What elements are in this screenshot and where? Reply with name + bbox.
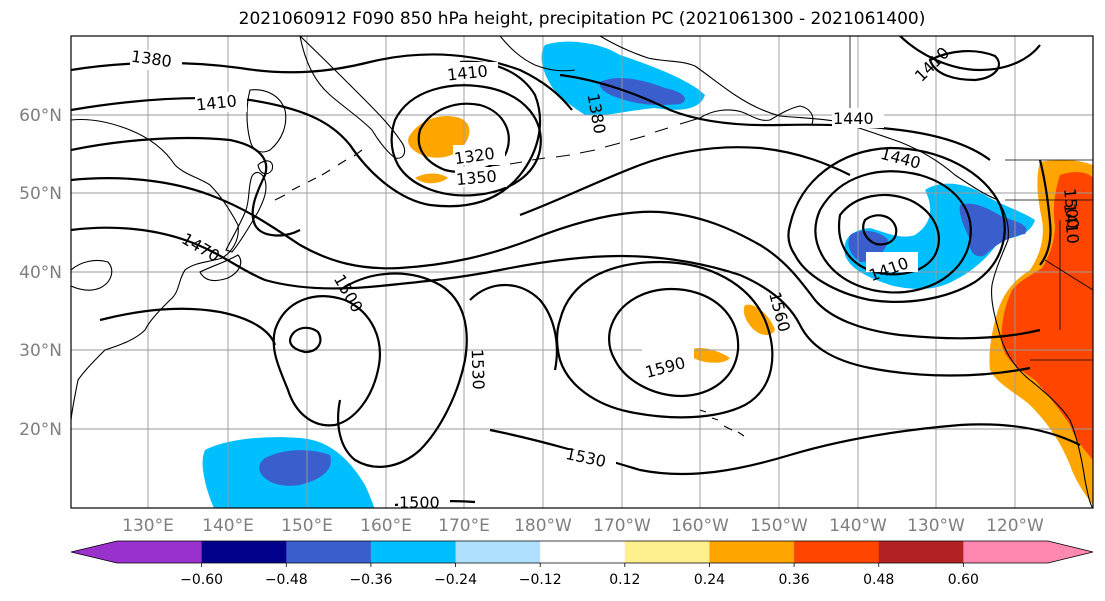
contour-label: 1350 bbox=[455, 167, 497, 189]
lon-label: 120°W bbox=[986, 516, 1044, 536]
lon-label: 130°W bbox=[907, 516, 965, 536]
precip-midblue-bering bbox=[599, 78, 685, 105]
colorbar bbox=[70, 540, 1094, 567]
colorbar-segment bbox=[963, 541, 1049, 563]
precip-midblue-gulf bbox=[959, 203, 1027, 257]
lon-label: 130°E bbox=[122, 516, 174, 536]
lon-label: 150°W bbox=[750, 516, 808, 536]
precip-red-westcoast bbox=[1001, 172, 1093, 460]
lon-label: 150°E bbox=[281, 516, 333, 536]
colorbar-segment bbox=[709, 541, 795, 563]
colorbar-tick-labels: −0.60 −0.48 −0.36 −0.24 −0.12 0.12 0.24 … bbox=[180, 572, 979, 588]
colorbar-segment bbox=[540, 541, 626, 563]
longitude-labels: 130°E 140°E 150°E 160°E 170°E 180°W 170°… bbox=[122, 516, 1044, 536]
colorbar-over-extension bbox=[1048, 541, 1093, 563]
contour-label: 1440 bbox=[833, 109, 874, 128]
colorbar-segment bbox=[117, 541, 203, 563]
colorbar-tick-label: 0.48 bbox=[863, 572, 894, 588]
colorbar-outline bbox=[70, 540, 1094, 564]
lon-label: 170°E bbox=[438, 516, 490, 536]
colorbar-tick-label: −0.24 bbox=[434, 572, 477, 588]
colorbar-tick-label: 0.36 bbox=[779, 572, 810, 588]
lon-label: 140°E bbox=[202, 516, 254, 536]
colorbar-segment bbox=[878, 541, 964, 563]
contour-label: 1410 bbox=[195, 91, 237, 114]
lat-label: 50°N bbox=[19, 184, 62, 204]
lat-label: 40°N bbox=[19, 263, 62, 283]
colorbar-segment bbox=[624, 541, 710, 563]
lon-label: 140°W bbox=[829, 516, 887, 536]
contour-label: 1410 bbox=[446, 61, 488, 84]
lon-label: 160°W bbox=[671, 516, 729, 536]
colorbar-tick-label: 0.24 bbox=[694, 572, 725, 588]
colorbar-tick-label: −0.12 bbox=[519, 572, 562, 588]
precip-midblue-tropics bbox=[259, 450, 331, 486]
lat-label: 20°N bbox=[19, 420, 62, 440]
lat-label: 30°N bbox=[19, 341, 62, 361]
colorbar-tick-label: −0.36 bbox=[349, 572, 392, 588]
colorbar-tick-label: 0.12 bbox=[609, 572, 640, 588]
lon-label: 160°E bbox=[360, 516, 412, 536]
contour-label: 1500 bbox=[399, 493, 440, 512]
borders bbox=[849, 36, 1093, 361]
lon-label: 180°W bbox=[514, 516, 572, 536]
contour-label: 1530 bbox=[468, 349, 488, 390]
map-title: 2021060912 F090 850 hPa height, precipit… bbox=[238, 9, 926, 29]
contour-label: 1410 bbox=[1060, 202, 1082, 244]
colorbar-segment bbox=[286, 541, 372, 563]
latitude-labels: 60°N 50°N 40°N 30°N 20°N bbox=[19, 106, 62, 440]
colorbar-segment bbox=[794, 541, 880, 563]
map-frame bbox=[70, 35, 1094, 509]
colorbar-under-extension bbox=[71, 541, 117, 563]
precip-orange-sub2 bbox=[689, 347, 730, 363]
colorbar-tick-label: −0.60 bbox=[180, 572, 223, 588]
colorbar-segment bbox=[455, 541, 541, 563]
height-contours bbox=[71, 36, 1081, 507]
graticule bbox=[71, 36, 1093, 508]
contour-label: 1500 bbox=[1060, 187, 1082, 229]
precip-orange-small bbox=[415, 173, 448, 184]
lon-label: 170°W bbox=[593, 516, 651, 536]
contour-labels: 1380 1410 1410 1380 1320 1350 1410 1440 … bbox=[130, 43, 1083, 512]
lat-label: 60°N bbox=[19, 106, 62, 126]
colorbar-segment bbox=[370, 541, 457, 563]
colorbar-tick-label: 0.60 bbox=[948, 572, 979, 588]
colorbar-tick-label: −0.48 bbox=[265, 572, 308, 588]
colorbar-segment bbox=[201, 541, 287, 563]
